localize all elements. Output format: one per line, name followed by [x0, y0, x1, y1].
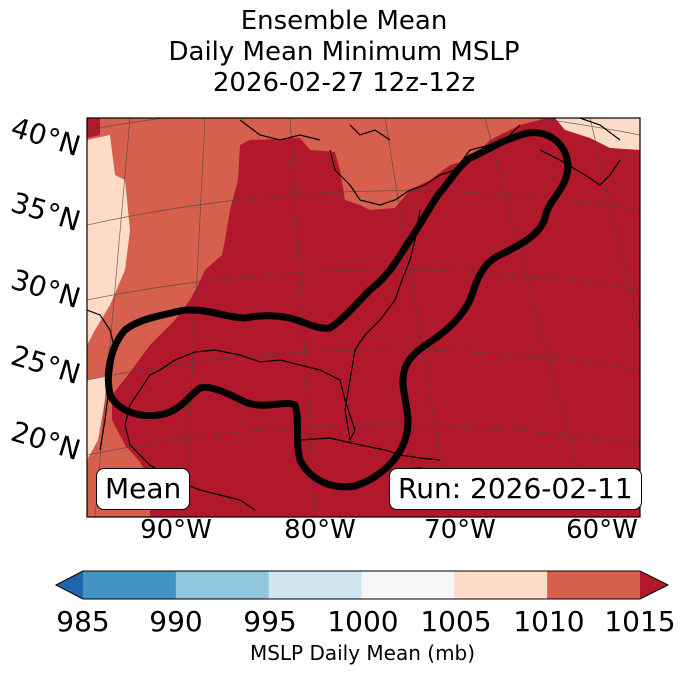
map-area — [87, 118, 640, 517]
colorbar-tick-995: 995 — [243, 605, 297, 638]
colorbar-tick-990: 990 — [149, 605, 203, 638]
lon-label-80w: 80°W — [284, 515, 356, 545]
mean-contour — [104, 129, 572, 491]
title-line-2: Daily Mean Minimum MSLP — [168, 37, 520, 67]
pressure-field-1005-northeast — [555, 118, 640, 150]
pressure-field-1005-west — [87, 135, 130, 345]
colorbar-label: MSLP Daily Mean (mb) — [249, 641, 476, 665]
colorbar-tick-1005: 1005 — [420, 605, 492, 638]
chart-title: Ensemble Mean Daily Mean Minimum MSLP 20… — [0, 6, 688, 99]
colorbar-extend-high — [640, 571, 668, 599]
colorbar-segment — [268, 571, 362, 599]
colorbar-segment — [83, 571, 177, 599]
colorbar-tick-985: 985 — [56, 605, 110, 638]
pressure-field-1015-corner — [87, 118, 100, 138]
lon-label-60w: 60°W — [566, 515, 638, 545]
pressure-field-1015 — [112, 118, 640, 517]
pressure-field-1005-southwest — [87, 375, 110, 460]
title-line-1: Ensemble Mean — [240, 6, 448, 36]
colorbar-extend-low — [56, 571, 83, 599]
map-frame — [86, 117, 641, 518]
lon-label-70w: 70°W — [424, 515, 496, 545]
title-line-3: 2026-02-27 12z-12z — [212, 68, 476, 98]
mean-label-box: Mean — [96, 468, 191, 510]
colorbar-tick-1000: 1000 — [327, 605, 399, 638]
lon-label-90w: 90°W — [140, 515, 212, 545]
colorbar-tick-1010: 1010 — [513, 605, 585, 638]
colorbar-tick-1015: 1015 — [604, 605, 676, 638]
run-label-box: Run: 2026-02-11 — [389, 468, 642, 510]
colorbar-outline — [54, 570, 670, 600]
colorbar-segment — [361, 571, 455, 599]
colorbar-segment — [454, 571, 548, 599]
colorbar-segment — [547, 571, 641, 599]
colorbar-segment — [175, 571, 270, 599]
graticule — [87, 118, 640, 517]
